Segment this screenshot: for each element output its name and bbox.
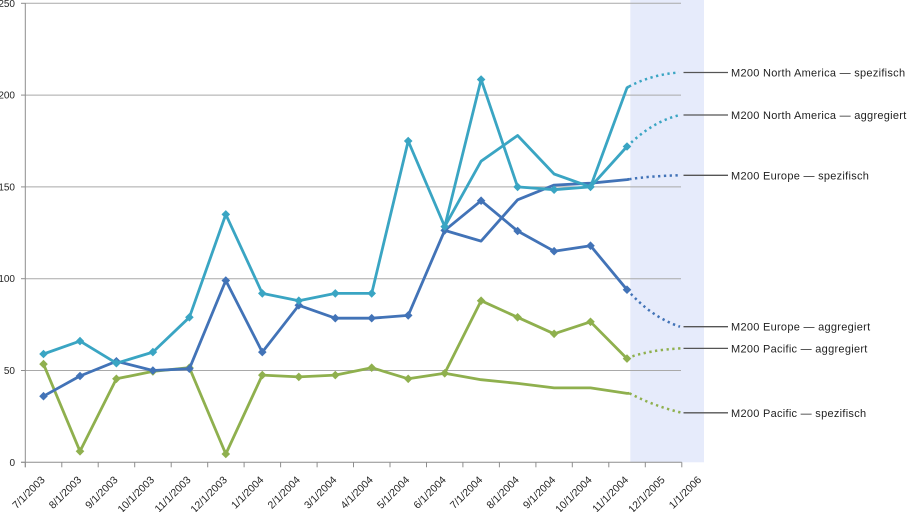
svg-text:M200 North America — aggregier: M200 North America — aggregiert [731,110,907,122]
svg-text:11/1/2004: 11/1/2004 [590,474,631,512]
svg-text:150: 150 [0,182,15,193]
svg-text:10/1/2004: 10/1/2004 [553,474,595,512]
svg-text:250: 250 [0,0,15,10]
svg-text:M200 Europe — aggregiert: M200 Europe — aggregiert [731,322,870,334]
svg-text:10/1/2003: 10/1/2003 [116,474,158,512]
svg-text:M200 North America — spezifisc: M200 North America — spezifisch [731,68,905,80]
svg-text:8/1/2004: 8/1/2004 [484,474,521,511]
svg-text:1/1/2004: 1/1/2004 [229,474,266,511]
svg-text:9/1/2003: 9/1/2003 [83,474,120,511]
svg-text:100: 100 [0,274,15,285]
svg-text:3/1/2004: 3/1/2004 [302,474,339,511]
svg-text:0: 0 [9,458,15,469]
svg-text:50: 50 [4,366,16,377]
svg-text:M200 Pacific — spezifisch: M200 Pacific — spezifisch [731,408,866,420]
svg-text:M200 Europe — spezifisch: M200 Europe — spezifisch [731,170,869,182]
svg-text:5/1/2004: 5/1/2004 [375,474,412,511]
svg-text:7/1/2004: 7/1/2004 [448,474,485,511]
svg-text:9/1/2004: 9/1/2004 [521,474,558,511]
svg-text:1/1/2006: 1/1/2006 [667,474,704,511]
svg-text:11/1/2003: 11/1/2003 [153,474,194,512]
svg-text:12/1/2005: 12/1/2005 [626,474,668,512]
svg-text:M200 Pacific — aggregiert: M200 Pacific — aggregiert [731,343,868,355]
svg-text:12/1/2003: 12/1/2003 [188,474,230,512]
svg-text:4/1/2004: 4/1/2004 [338,474,375,511]
svg-text:2/1/2004: 2/1/2004 [266,474,303,511]
svg-text:200: 200 [0,91,15,102]
svg-text:8/1/2003: 8/1/2003 [47,474,84,511]
svg-text:6/1/2004: 6/1/2004 [411,474,448,511]
svg-text:7/1/2003: 7/1/2003 [10,474,47,511]
